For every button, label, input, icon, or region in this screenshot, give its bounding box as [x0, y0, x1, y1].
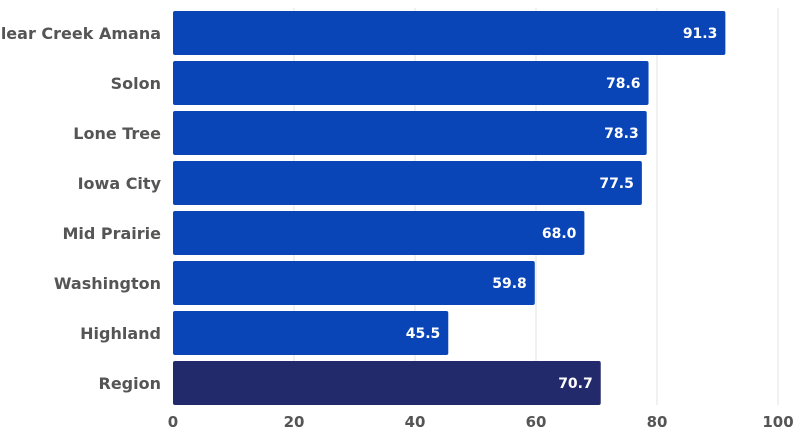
category-label-mid-prairie: Mid Prairie	[62, 224, 161, 243]
bar-region	[173, 361, 601, 405]
bars	[173, 11, 726, 405]
category-label-highland: Highland	[80, 324, 161, 343]
bar-solon	[173, 61, 649, 105]
category-label-clear-creek-amana: Clear Creek Amana	[0, 24, 161, 43]
x-tick-label-100: 100	[762, 413, 793, 431]
category-label-lone-tree: Lone Tree	[73, 124, 161, 143]
category-label-region: Region	[99, 374, 162, 393]
value-label-region: 70.7	[558, 376, 593, 392]
value-labels: 91.3 78.6 78.3 77.5 68.0 59.8 45.5 70.7	[406, 26, 718, 392]
bar-highland	[173, 311, 449, 355]
value-label-iowa-city: 77.5	[599, 176, 634, 192]
x-tick-label-20: 20	[284, 413, 305, 431]
bar-washington	[173, 261, 535, 305]
category-label-washington: Washington	[54, 274, 161, 293]
value-label-solon: 78.6	[606, 76, 641, 92]
x-axis-ticks: 0 20 40 60 80 100	[168, 413, 794, 431]
bar-clear-creek-amana	[173, 11, 726, 55]
value-label-mid-prairie: 68.0	[542, 226, 577, 242]
bar-mid-prairie	[173, 211, 585, 255]
x-tick-label-40: 40	[405, 413, 426, 431]
category-label-iowa-city: Iowa City	[78, 174, 162, 193]
bar-iowa-city	[173, 161, 642, 205]
value-label-highland: 45.5	[406, 326, 441, 342]
category-label-solon: Solon	[111, 74, 161, 93]
value-label-lone-tree: 78.3	[604, 126, 639, 142]
x-tick-label-0: 0	[168, 413, 178, 431]
x-tick-label-80: 80	[647, 413, 668, 431]
value-label-washington: 59.8	[492, 276, 527, 292]
category-labels: Clear Creek Amana Solon Lone Tree Iowa City…	[0, 24, 162, 393]
bar-lone-tree	[173, 111, 647, 155]
x-tick-label-60: 60	[526, 413, 547, 431]
value-label-clear-creek-amana: 91.3	[683, 26, 718, 42]
